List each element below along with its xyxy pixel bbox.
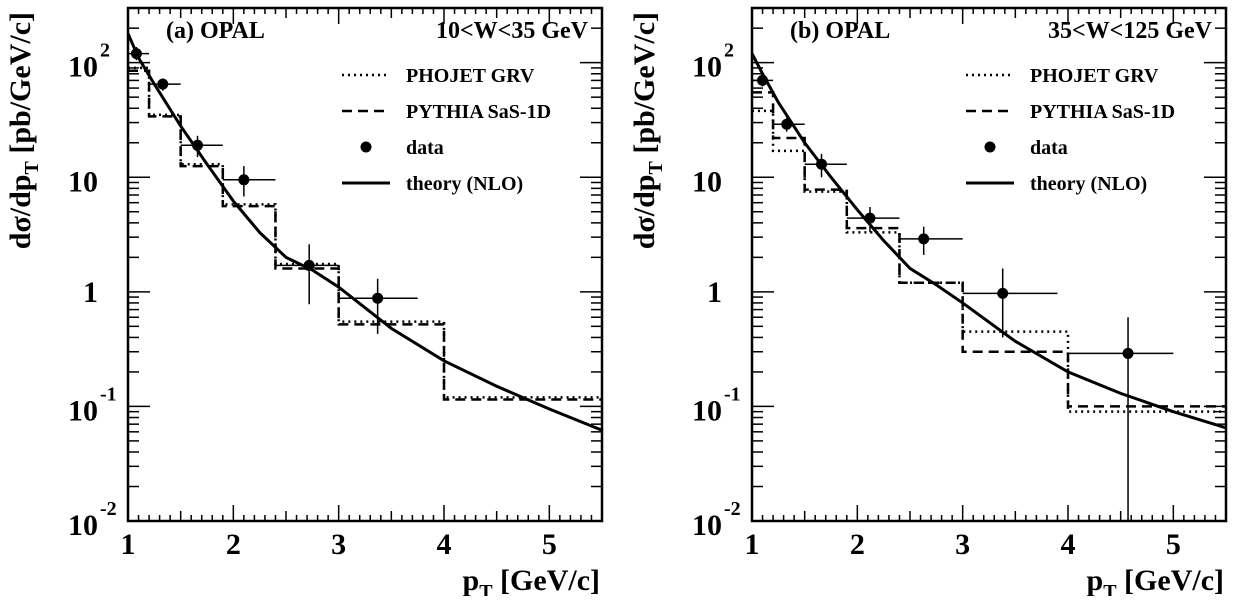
legend: PHOJET GRV PYTHIA SaS-1D data theory (NLO): [342, 65, 551, 195]
data-point: [222, 166, 276, 197]
x-tick-label: 3: [955, 528, 970, 561]
y-tick-label: 1: [83, 276, 98, 309]
y-axis-title: dσ/dpT [pb/GeV/c]: [628, 12, 667, 249]
legend-label: PYTHIA SaS-1D: [1030, 101, 1175, 123]
data-point: [773, 117, 805, 132]
legend-item: PYTHIA SaS-1D: [342, 101, 551, 123]
data-marker: [157, 78, 169, 90]
plot-frame: [126, 6, 604, 523]
plot-area: [128, 32, 602, 432]
plot-frame: [750, 6, 1228, 523]
x-axis-title: pT [GeV/c]: [1087, 564, 1224, 596]
series-phojet-grv: [752, 109, 1226, 413]
legend-label: theory (NLO): [1030, 173, 1147, 195]
legend-label: PYTHIA SaS-1D: [406, 101, 551, 123]
y-tick-exponent: -1: [100, 383, 117, 405]
data-point: [899, 226, 963, 255]
data-marker: [238, 174, 250, 186]
x-tick-label: 5: [1166, 528, 1181, 561]
series-theory-nlo: [128, 32, 602, 432]
x-tick-label: 4: [1061, 528, 1076, 561]
y-tick-label: 10: [692, 509, 722, 542]
series-theory-nlo: [752, 52, 1226, 430]
y-tick-exponent: -1: [724, 383, 741, 405]
data-marker: [1122, 347, 1134, 359]
legend-label: PHOJET GRV: [406, 65, 535, 87]
y-tick-label: 1: [707, 276, 722, 309]
series-pythia-sas-1d: [128, 69, 602, 401]
legend-label: theory (NLO): [406, 173, 523, 195]
y-tick-label: 10: [68, 51, 98, 84]
y-tick-label: 10: [68, 165, 98, 198]
y-tick-label: 10: [68, 394, 98, 427]
y-tick-label: 10: [692, 51, 722, 84]
y-axis-title: dσ/dpT [pb/GeV/c]: [4, 12, 43, 249]
x-tick-label: 4: [437, 528, 452, 561]
legend-item: data: [984, 137, 1068, 159]
legend-item: theory (NLO): [966, 173, 1147, 195]
x-tick-label: 5: [542, 528, 557, 561]
y-tick-label: 10: [692, 394, 722, 427]
legend: PHOJET GRV PYTHIA SaS-1D data theory (NLO): [966, 65, 1175, 195]
data-marker: [918, 233, 930, 245]
x-tick-label: 2: [850, 528, 865, 561]
y-tick-exponent: -2: [724, 498, 741, 520]
data-marker: [372, 292, 384, 304]
x-tick-label: 3: [331, 528, 346, 561]
legend-item: theory (NLO): [342, 173, 523, 195]
panel-label: (a) OPAL: [166, 18, 265, 44]
data-point: [1068, 317, 1174, 521]
series-phojet-grv: [128, 66, 602, 399]
legend-item: data: [360, 137, 444, 159]
legend-item: PHOJET GRV: [966, 65, 1159, 87]
data-point: [962, 268, 1058, 338]
y-tick-label: 10: [692, 165, 722, 198]
x-tick-label: 1: [121, 528, 136, 561]
plot-area: [752, 52, 1226, 521]
legend-item: PHOJET GRV: [342, 65, 535, 87]
legend-label: data: [1030, 137, 1068, 159]
legend-swatch-marker: [984, 141, 996, 153]
data-marker: [997, 287, 1009, 299]
legend-item: PYTHIA SaS-1D: [966, 101, 1175, 123]
y-tick-exponent: 2: [100, 40, 110, 62]
y-tick-exponent: -2: [100, 498, 117, 520]
x-axis-title: pT [GeV/c]: [463, 564, 600, 596]
legend-swatch-marker: [360, 141, 372, 153]
x-tick-label: 2: [226, 528, 241, 561]
legend-label: PHOJET GRV: [1030, 65, 1159, 87]
energy-range-label: 10<W<35 GeV: [436, 18, 589, 44]
legend-label: data: [406, 137, 444, 159]
panel-label: (b) OPAL: [790, 18, 890, 44]
y-tick-label: 10: [68, 509, 98, 542]
energy-range-label: 35<W<125 GeV: [1048, 18, 1213, 44]
x-tick-label: 1: [745, 528, 760, 561]
y-tick-exponent: 2: [724, 40, 734, 62]
